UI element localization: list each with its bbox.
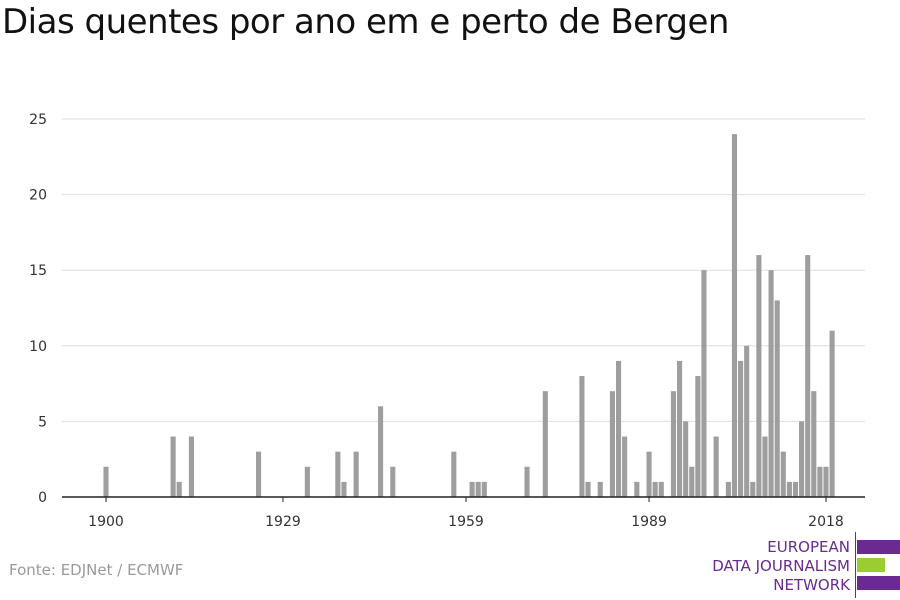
bar-1995	[683, 421, 689, 497]
bar-1981	[597, 481, 603, 497]
bar-2012	[786, 481, 792, 497]
bar-1939	[341, 481, 347, 497]
grid-lines	[62, 118, 865, 422]
y-axis-tick-labels: 0 5 10 15 20 25	[29, 112, 47, 506]
y-tick-label-10: 10	[29, 339, 47, 355]
edjnet-logo: EUROPEAN DATA JOURNALISM NETWORK	[700, 532, 900, 598]
bar-2010	[774, 300, 780, 497]
bar-2019	[829, 330, 835, 497]
x-tick-label-1929: 1929	[265, 514, 301, 530]
logo-bar-middle	[857, 558, 885, 572]
bar-1941	[353, 451, 359, 497]
bar-1993	[670, 391, 677, 497]
bar-2000	[713, 436, 719, 497]
bar-2014	[799, 421, 805, 497]
y-tick-label-20: 20	[29, 188, 47, 204]
bar-1996	[689, 466, 695, 497]
bar-1969	[524, 466, 530, 497]
bar-1979	[585, 481, 591, 497]
bar-2006	[750, 481, 756, 497]
bar-1925	[255, 451, 262, 497]
bar-2017	[817, 466, 823, 497]
bar-1989	[646, 451, 652, 497]
y-tick-label-15: 15	[29, 263, 47, 279]
x-axis: 1900 1929 1959 1989 2018	[62, 496, 865, 530]
source-note: Fonte: EDJNet / ECMWF	[9, 561, 184, 579]
bar-1978	[579, 376, 585, 497]
x-tick-label-1900: 1900	[88, 514, 124, 530]
bar-1984	[615, 360, 622, 497]
bar-1947	[390, 466, 396, 497]
bar-2016	[811, 391, 817, 497]
bar-2004	[738, 360, 744, 497]
bar-2007	[756, 255, 762, 497]
y-tick-label-25: 25	[29, 112, 47, 128]
bar-1998	[701, 270, 707, 497]
bar-1987	[634, 481, 640, 497]
bar-1960	[469, 481, 475, 497]
bar-1912	[176, 481, 182, 497]
logo-bar-bottom	[857, 576, 900, 590]
bar-2011	[780, 451, 786, 497]
bar-1994	[677, 360, 683, 497]
bar-1990	[652, 481, 658, 497]
x-tick-label-1959: 1959	[448, 514, 484, 530]
logo-bar-top	[857, 540, 900, 554]
bar-1933	[304, 466, 310, 497]
bar-2009	[768, 270, 774, 497]
bar-1972	[542, 391, 548, 497]
bar-2003	[731, 134, 738, 497]
logo-text-line-2: DATA JOURNALISM	[712, 557, 850, 575]
bar-1938	[335, 451, 341, 497]
bar-1962	[481, 481, 487, 497]
bars	[103, 134, 835, 497]
x-tick-label-2018: 2018	[808, 514, 844, 530]
bar-1900	[103, 466, 109, 497]
logo-text-line-1: EUROPEAN	[767, 538, 850, 556]
chart-title: Dias quentes por ano em e perto de Berge…	[2, 2, 730, 42]
y-tick-label-0: 0	[38, 490, 47, 506]
bar-2005	[744, 345, 750, 497]
x-tick-label-1989: 1989	[631, 514, 667, 530]
logo-divider	[855, 532, 856, 598]
bar-2008	[762, 436, 768, 497]
bar-2018	[823, 466, 829, 497]
bar-2013	[792, 481, 799, 497]
bar-1985	[622, 436, 628, 497]
bar-1991	[658, 481, 664, 497]
bar-2002	[725, 481, 731, 497]
y-tick-label-5: 5	[38, 414, 47, 430]
bar-1957	[451, 451, 457, 497]
bar-2015	[805, 255, 811, 497]
bar-1914	[188, 436, 194, 497]
bar-1945	[378, 406, 384, 497]
bar-1983	[609, 391, 615, 497]
bar-1961	[475, 481, 481, 497]
bar-1997	[695, 376, 701, 497]
logo-text-line-3: NETWORK	[773, 576, 850, 594]
bar-1911	[170, 436, 176, 497]
